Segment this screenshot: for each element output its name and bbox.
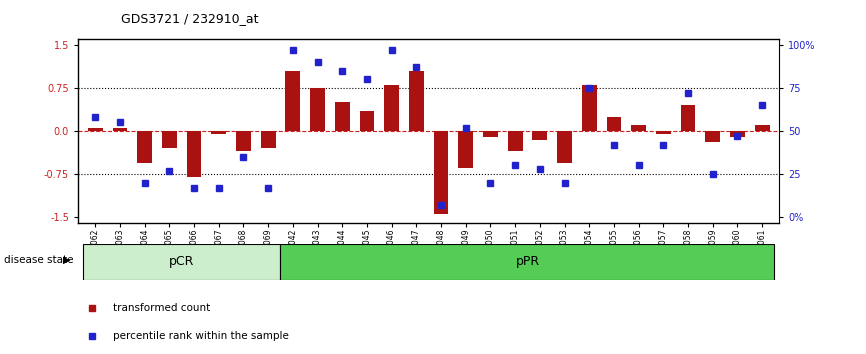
Bar — [310, 88, 325, 131]
Bar — [385, 85, 399, 131]
Bar — [286, 70, 301, 131]
Bar — [705, 131, 721, 143]
Bar — [754, 125, 770, 131]
Bar — [335, 102, 350, 131]
Bar — [113, 128, 127, 131]
Bar — [730, 131, 745, 137]
Bar — [631, 125, 646, 131]
Bar — [582, 85, 597, 131]
Bar — [186, 131, 202, 177]
Bar — [409, 70, 423, 131]
Bar — [458, 131, 473, 169]
Bar — [656, 131, 671, 134]
Bar — [281, 244, 774, 280]
Bar — [236, 131, 251, 151]
Bar — [83, 244, 281, 280]
Bar — [681, 105, 695, 131]
Bar — [533, 131, 547, 139]
Bar — [211, 131, 226, 134]
Bar — [359, 111, 374, 131]
Bar — [507, 131, 522, 151]
Bar — [162, 131, 177, 148]
Text: ▶: ▶ — [63, 255, 71, 265]
Bar — [434, 131, 449, 215]
Bar — [606, 116, 621, 131]
Text: GDS3721 / 232910_at: GDS3721 / 232910_at — [121, 12, 259, 25]
Text: pCR: pCR — [169, 256, 194, 268]
Bar — [557, 131, 572, 162]
Text: pPR: pPR — [515, 256, 540, 268]
Bar — [137, 131, 152, 162]
Bar — [87, 128, 103, 131]
Text: disease state: disease state — [4, 255, 74, 265]
Text: transformed count: transformed count — [113, 303, 210, 313]
Bar — [261, 131, 275, 148]
Bar — [483, 131, 498, 137]
Text: percentile rank within the sample: percentile rank within the sample — [113, 331, 289, 341]
